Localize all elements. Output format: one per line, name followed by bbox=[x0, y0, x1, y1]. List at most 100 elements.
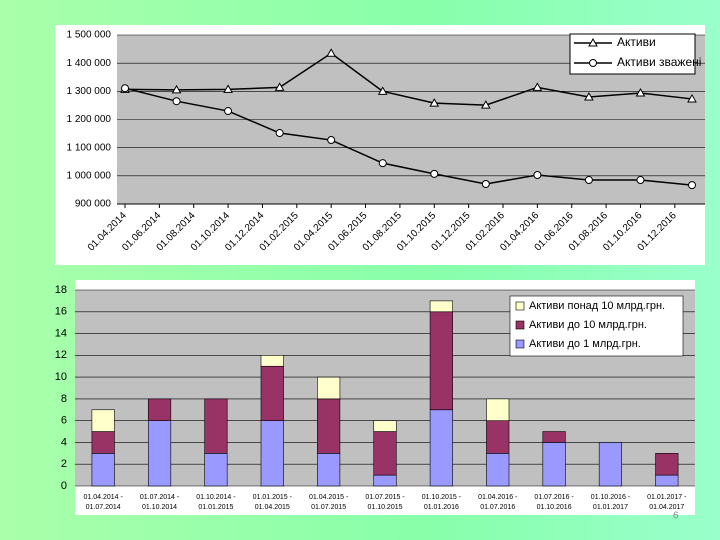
bar-segment bbox=[373, 431, 397, 476]
y-tick-label: 1 300 000 bbox=[67, 86, 112, 97]
bar-segment bbox=[655, 474, 679, 487]
page-number: 6 bbox=[673, 511, 679, 522]
bar-segment bbox=[429, 300, 453, 313]
y-tick-label: 0 bbox=[61, 480, 67, 492]
marker bbox=[171, 84, 182, 94]
legend-label: Активи до 10 млрд.грн. bbox=[529, 319, 647, 331]
marker bbox=[584, 91, 594, 101]
y-tick-label: 1 500 000 bbox=[67, 30, 112, 41]
x-tick-label: 01.07.2014 bbox=[86, 504, 121, 511]
y-tick-label: 900 000 bbox=[75, 199, 112, 210]
x-tick-label: 01.07.2015 bbox=[311, 504, 346, 511]
marker bbox=[327, 136, 336, 145]
x-tick-label: 01.01.2016 bbox=[424, 504, 459, 511]
x-tick-label: 01.10.2016 - bbox=[591, 494, 631, 501]
marker bbox=[636, 176, 645, 185]
legend-marker bbox=[588, 37, 598, 47]
x-tick-label: 01.01.2015 bbox=[198, 504, 233, 511]
marker bbox=[224, 107, 233, 116]
x-tick-label: 01.04.2015 bbox=[255, 504, 290, 511]
x-tick-label: 01.04.2015 - bbox=[309, 494, 349, 501]
bar-segment bbox=[204, 453, 228, 487]
x-tick-label: 01.10.2015 bbox=[367, 504, 402, 511]
y-tick-label: 1 100 000 bbox=[67, 142, 112, 153]
bar-segment bbox=[429, 409, 453, 487]
legend-marker bbox=[589, 59, 597, 67]
legend-box bbox=[569, 33, 696, 75]
y-tick-label: 16 bbox=[55, 306, 67, 318]
bar-segment bbox=[91, 453, 115, 487]
y-tick-label: 12 bbox=[55, 349, 67, 361]
marker bbox=[378, 159, 387, 168]
bar-segment bbox=[91, 409, 115, 432]
y-tick-label: 8 bbox=[61, 393, 67, 405]
bar-segment bbox=[598, 442, 623, 487]
bar-segment bbox=[373, 420, 397, 432]
bar-segment bbox=[486, 398, 510, 421]
bar-segment bbox=[260, 420, 284, 487]
y-tick-label: 18 bbox=[55, 284, 67, 296]
bar-segment bbox=[260, 355, 284, 367]
x-tick-label: 01.10.2014 bbox=[142, 504, 177, 511]
bar-segment bbox=[429, 311, 453, 411]
legend-label: Активи понад 10 млрд.грн. bbox=[529, 300, 665, 312]
marker bbox=[687, 93, 697, 103]
bar-segment bbox=[91, 431, 115, 454]
marker bbox=[172, 97, 181, 106]
marker bbox=[377, 86, 388, 95]
marker bbox=[429, 98, 440, 107]
x-tick-label: 01.07.2015 - bbox=[365, 494, 405, 501]
legend-label: Активи зважені bbox=[617, 55, 701, 69]
x-tick-label: 01.04.2014 - bbox=[84, 494, 124, 501]
marker bbox=[533, 170, 542, 179]
legend-label: Активи до 1 млрд.грн. bbox=[529, 338, 641, 350]
marker bbox=[481, 180, 490, 189]
y-tick-label: 10 bbox=[55, 371, 67, 383]
bar-segment bbox=[147, 398, 172, 421]
legend-swatch bbox=[515, 339, 525, 349]
marker bbox=[635, 88, 646, 97]
x-tick-label: 01.01.2017 bbox=[593, 504, 628, 511]
series-line bbox=[124, 87, 693, 186]
x-tick-label: 01.04.2017 bbox=[649, 504, 684, 511]
bar-segment bbox=[486, 420, 510, 454]
bar-segment bbox=[486, 453, 510, 487]
x-tick-label: 01.01.2017 - bbox=[647, 494, 687, 501]
bar-segment bbox=[204, 398, 228, 454]
x-tick-label: 01.10.2015 - bbox=[422, 494, 462, 501]
bar-segment bbox=[373, 474, 397, 487]
x-tick-label: 01.10.2014 - bbox=[196, 494, 236, 501]
marker bbox=[480, 100, 491, 109]
bar-segment bbox=[542, 431, 566, 443]
x-tick-label: 01.07.2014 - bbox=[140, 494, 180, 501]
y-tick-label: 2 bbox=[61, 458, 67, 470]
legend-label: Активи bbox=[617, 35, 656, 49]
marker bbox=[121, 84, 129, 93]
y-tick-label: 1 200 000 bbox=[67, 114, 112, 125]
bar-segment bbox=[655, 453, 679, 476]
marker bbox=[326, 48, 337, 57]
x-tick-label: 01.07.2016 - bbox=[534, 494, 574, 501]
x-tick-label: 01.07.2016 bbox=[480, 504, 515, 511]
bar-segment bbox=[542, 442, 566, 487]
bar-segment bbox=[317, 453, 341, 487]
marker bbox=[688, 181, 696, 190]
marker bbox=[275, 129, 284, 138]
marker bbox=[223, 84, 233, 93]
x-tick-label: 01.10.2016 bbox=[537, 504, 572, 511]
bar-segment bbox=[260, 365, 284, 421]
marker bbox=[274, 82, 285, 91]
x-tick-label: 01.01.2015 - bbox=[253, 494, 293, 501]
y-tick-label: 14 bbox=[55, 327, 67, 339]
marker bbox=[430, 169, 439, 178]
y-tick-label: 1 000 000 bbox=[67, 170, 112, 181]
bar-segment bbox=[317, 398, 341, 454]
y-tick-label: 6 bbox=[61, 415, 67, 427]
marker bbox=[584, 176, 593, 185]
legend-swatch bbox=[515, 320, 525, 330]
marker bbox=[532, 82, 543, 91]
legend-swatch bbox=[515, 301, 525, 311]
legend-box bbox=[509, 295, 684, 357]
